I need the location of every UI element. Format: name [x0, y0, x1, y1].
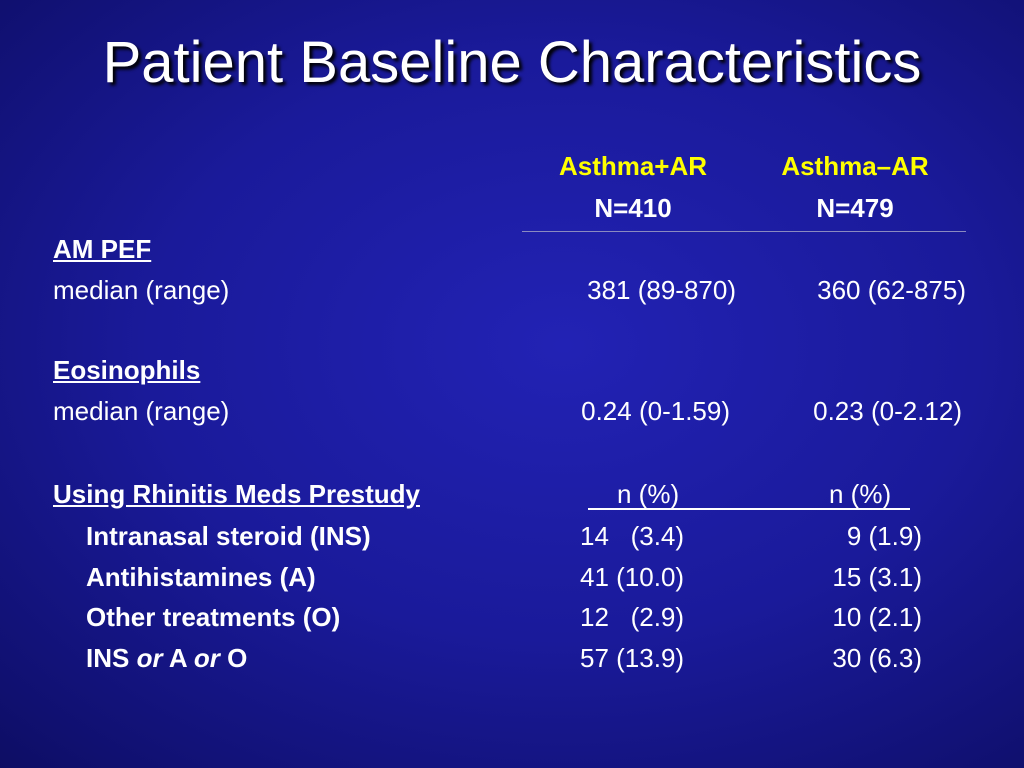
section-heading-eosinophils: Eosinophils — [53, 355, 201, 385]
eosinophils-value-asthma-ar: 0.24 (0-1.59) — [581, 396, 730, 426]
am-pef-value-asthma-ar: 381 (89-870) — [587, 275, 736, 305]
meds-value-antihistamines-asthma-no-ar: 15 (3.1) — [832, 562, 922, 592]
meds-value-combined-asthma-ar: 57 (13.9) — [580, 643, 685, 673]
am-pef-row-label: median (range) — [53, 275, 230, 305]
meds-row-label-ins: Intranasal steroid (INS) — [86, 521, 371, 551]
column-n-asthma-ar: N=410 — [594, 193, 672, 223]
meds-row-label-antihistamines: Antihistamines (A) — [86, 562, 316, 592]
combined-label-part-o: O — [219, 643, 248, 673]
combined-label-part-or-1: or — [136, 643, 163, 673]
meds-value-other-asthma-ar: 12 (2.9) — [580, 602, 685, 632]
column-header-asthma-ar: Asthma+AR — [558, 151, 708, 181]
column-n-asthma-no-ar: N=479 — [816, 193, 894, 223]
combined-label-part-ins: INS — [86, 643, 137, 673]
meds-value-ins-asthma-ar: 14 (3.4) — [580, 521, 685, 551]
meds-row-label-other: Other treatments (O) — [86, 602, 341, 632]
combined-label-part-a: A — [162, 643, 194, 673]
meds-col-underline-asthma-ar — [588, 508, 708, 510]
header-divider — [522, 231, 966, 232]
slide-title: Patient Baseline Characteristics — [102, 30, 922, 95]
meds-value-ins-asthma-no-ar: 9 (1.9) — [846, 521, 922, 551]
meds-value-other-asthma-no-ar: 10 (2.1) — [832, 602, 922, 632]
meds-col-underline-asthma-no-ar — [708, 508, 910, 510]
section-heading-am-pef: AM PEF — [53, 234, 152, 264]
meds-col-header-asthma-no-ar: n (%) — [829, 479, 892, 509]
meds-value-antihistamines-asthma-ar: 41 (10.0) — [580, 562, 685, 592]
combined-label-part-or-2: or — [193, 643, 220, 673]
eosinophils-row-label: median (range) — [53, 396, 230, 426]
section-heading-rhinitis-meds: Using Rhinitis Meds Prestudy — [53, 479, 420, 509]
column-header-asthma-no-ar: Asthma–AR — [781, 151, 929, 181]
eosinophils-value-asthma-no-ar: 0.23 (0-2.12) — [813, 396, 962, 426]
meds-value-combined-asthma-no-ar: 30 (6.3) — [832, 643, 922, 673]
meds-col-header-asthma-ar: n (%) — [617, 479, 680, 509]
am-pef-value-asthma-no-ar: 360 (62-875) — [817, 275, 966, 305]
meds-row-label-combined: INS or A or O — [86, 642, 247, 674]
